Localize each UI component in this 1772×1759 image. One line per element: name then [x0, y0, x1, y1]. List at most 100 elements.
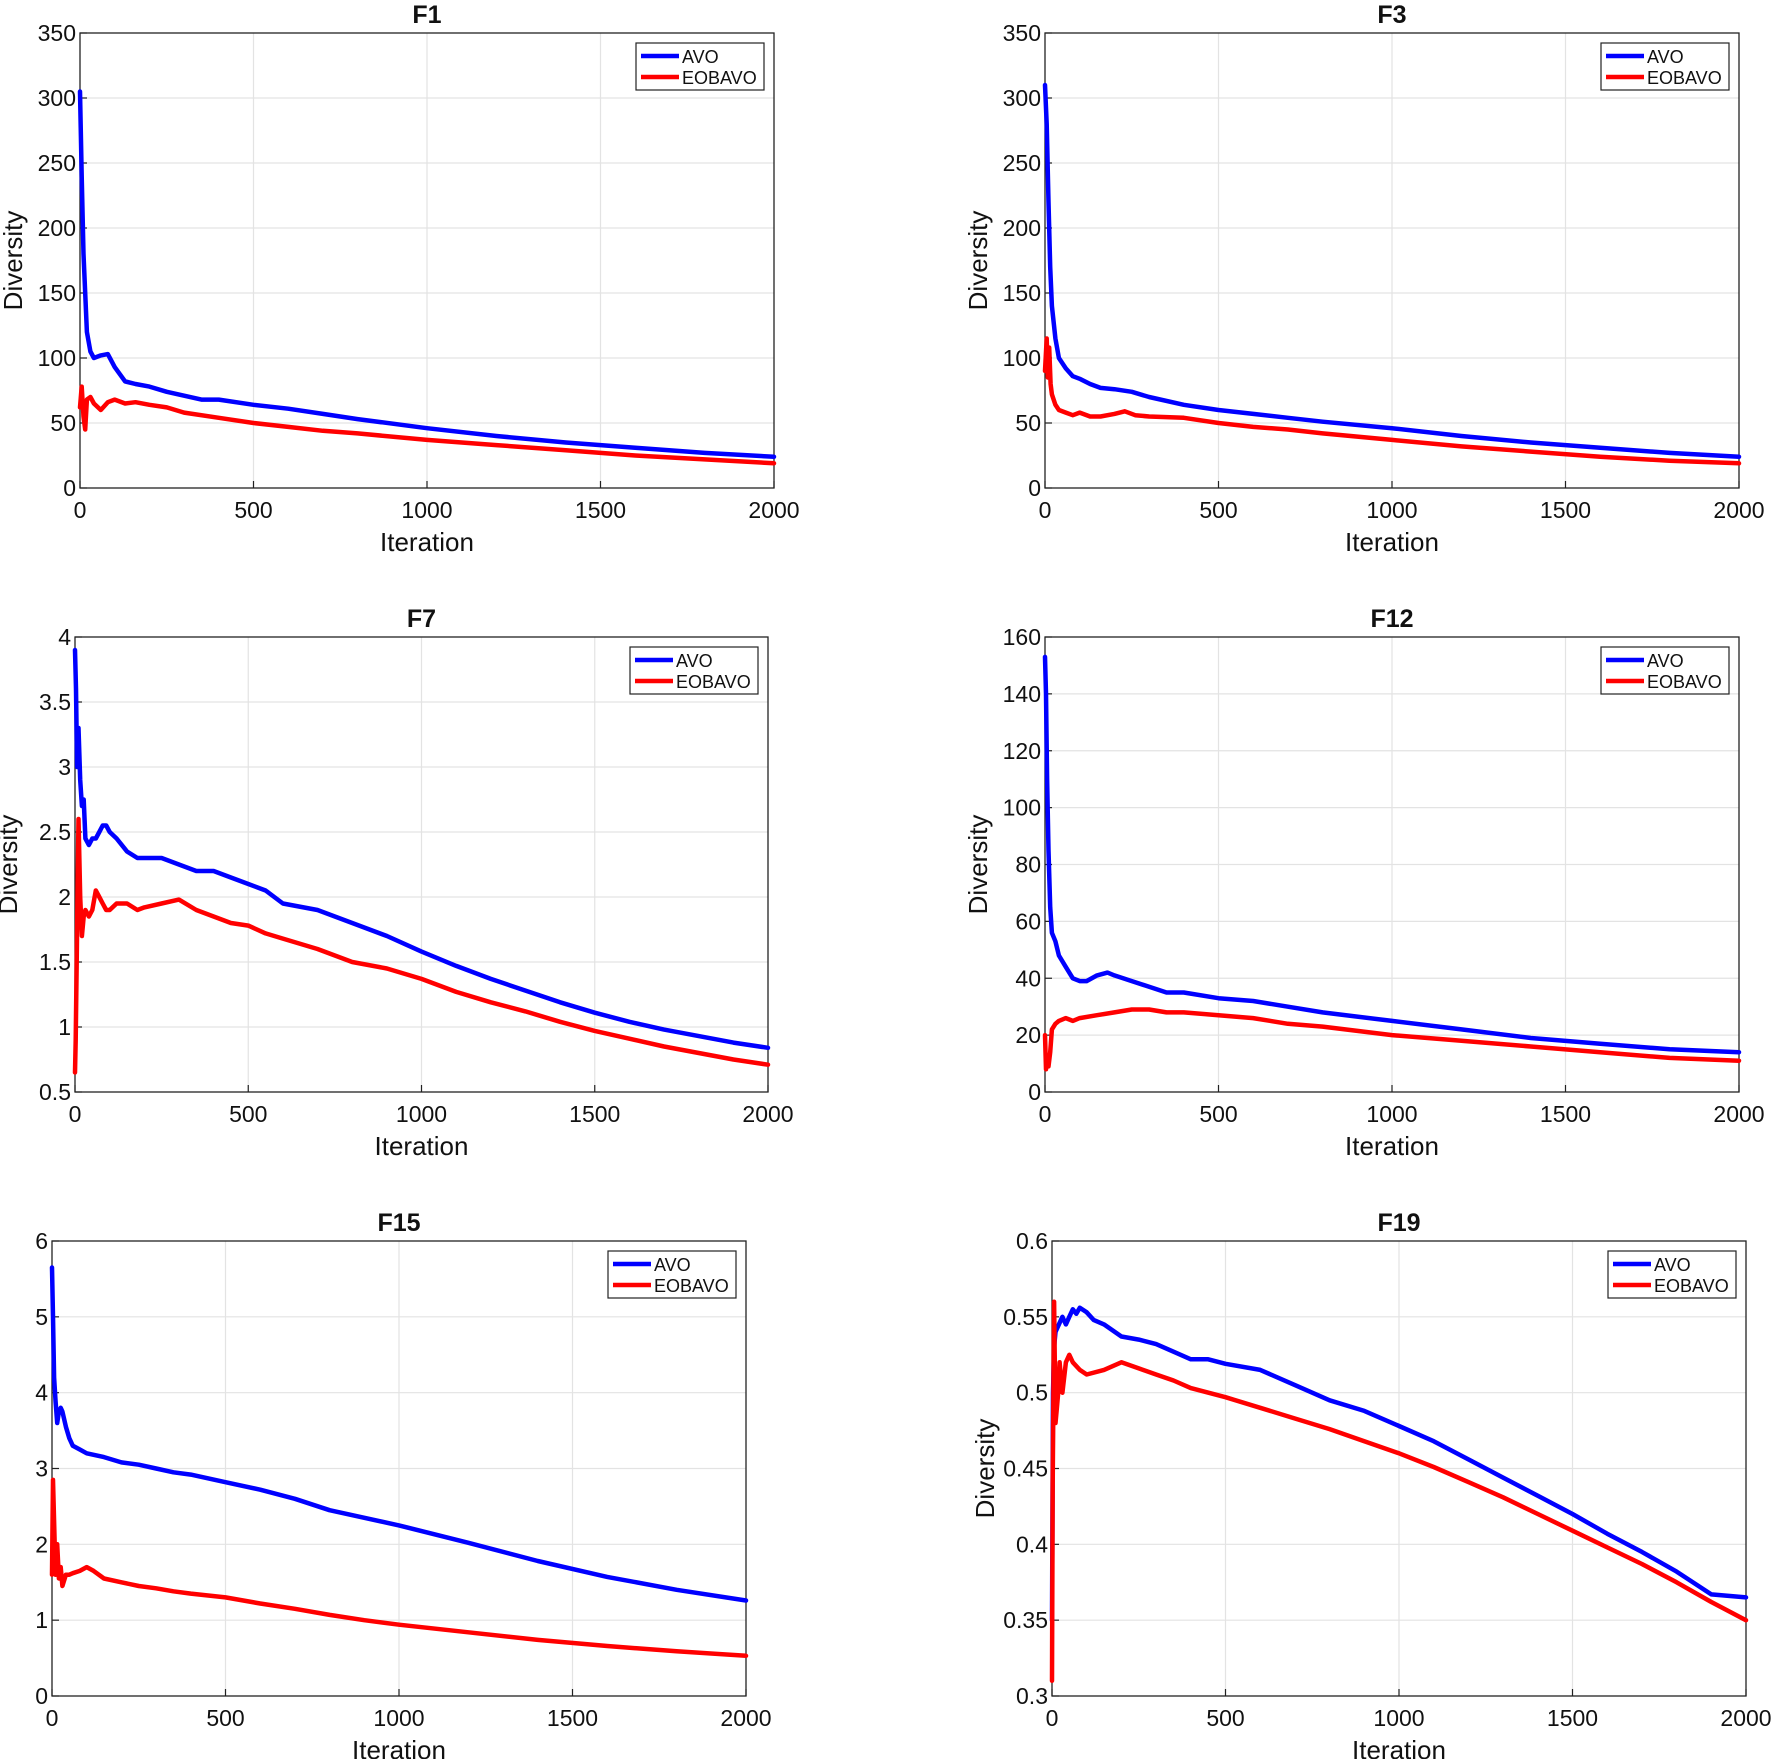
chart-title: F15 [377, 1209, 420, 1237]
y-tick-label: 50 [1015, 410, 1041, 436]
x-tick-label: 1500 [1540, 1101, 1591, 1127]
legend-label-avo: AVO [1647, 651, 1684, 671]
x-axis-label: Iteration [1345, 527, 1439, 557]
y-tick-label: 1.5 [39, 949, 71, 975]
y-tick-label: 0.45 [1003, 1456, 1048, 1482]
x-tick-label: 1500 [1540, 497, 1591, 523]
x-tick-label: 1500 [575, 497, 626, 523]
y-tick-label: 3 [35, 1456, 48, 1482]
y-tick-label: 0.5 [39, 1079, 71, 1105]
y-axis-label: Diversity [963, 815, 993, 915]
y-tick-label: 150 [1003, 280, 1041, 306]
y-tick-label: 300 [1003, 85, 1041, 111]
x-tick-label: 0 [46, 1705, 59, 1731]
x-tick-label: 2000 [720, 1705, 771, 1731]
y-tick-label: 0 [1028, 1079, 1041, 1105]
chart-title: F7 [407, 605, 436, 633]
series-line-avo [1042, 82, 1742, 460]
series-line-eobavo [1042, 1007, 1742, 1072]
x-tick-label: 0 [74, 497, 87, 523]
y-tick-label: 0.5 [1016, 1380, 1048, 1406]
x-tick-label: 1000 [401, 497, 452, 523]
y-tick-label: 140 [1003, 681, 1041, 707]
legend-box [1607, 1250, 1737, 1299]
x-tick-label: 1000 [396, 1101, 447, 1127]
series-line-eobavo [1042, 336, 1742, 466]
series-line-eobavo [49, 1477, 749, 1659]
series-line-eobavo [1049, 1299, 1749, 1684]
x-tick-label: 1500 [569, 1101, 620, 1127]
y-tick-label: 6 [35, 1228, 48, 1254]
legend-label-avo: AVO [682, 47, 719, 67]
x-tick-label: 1500 [1547, 1705, 1598, 1731]
y-axis-label: Diversity [963, 211, 993, 311]
legend-box [1600, 42, 1730, 91]
legend-label-avo: AVO [654, 1255, 691, 1275]
y-tick-label: 200 [1003, 215, 1041, 241]
y-tick-label: 1 [58, 1014, 71, 1040]
chart-title: F19 [1377, 1209, 1420, 1237]
legend-box [635, 42, 765, 91]
y-tick-label: 120 [1003, 738, 1041, 764]
x-tick-label: 500 [206, 1705, 244, 1731]
y-tick-label: 250 [38, 150, 76, 176]
x-tick-label: 1000 [1366, 1101, 1417, 1127]
y-tick-label: 200 [38, 215, 76, 241]
chart-panel-f12: 0 500 1000 1500 2000 0 20 40 60 80 100 120 140 160 F12… [963, 605, 1765, 1161]
legend-label-avo: AVO [1654, 1255, 1691, 1275]
x-axis-label: Iteration [1352, 1735, 1446, 1759]
x-tick-label: 0 [1039, 1101, 1052, 1127]
x-tick-label: 2000 [1720, 1705, 1771, 1731]
x-tick-label: 2000 [1713, 497, 1764, 523]
legend-label-eobavo: EOBAVO [654, 1276, 729, 1296]
legend-label-avo: AVO [676, 651, 713, 671]
y-tick-label: 0.6 [1016, 1228, 1048, 1254]
x-tick-label: 500 [1206, 1705, 1244, 1731]
chart-title: F3 [1377, 1, 1406, 29]
legend-box [629, 646, 759, 695]
x-tick-label: 500 [234, 497, 272, 523]
y-tick-label: 100 [38, 345, 76, 371]
y-tick-label: 160 [1003, 624, 1041, 650]
y-tick-label: 0 [35, 1683, 48, 1709]
chart-panel-f15: 05001000150020000123456F15IterationDiver… [35, 1209, 771, 1759]
x-tick-label: 0 [69, 1101, 82, 1127]
y-tick-label: 300 [38, 85, 76, 111]
chart-panel-f3: 0 500 1000 1500 2000 0 50 100 150 200 250 300 350 F3 I… [963, 1, 1765, 557]
x-tick-label: 0 [1039, 497, 1052, 523]
x-tick-label: 1000 [1366, 497, 1417, 523]
legend-label-eobavo: EOBAVO [1647, 672, 1722, 692]
y-tick-label: 0.3 [1016, 1683, 1048, 1709]
y-tick-label: 0.55 [1003, 1304, 1048, 1330]
y-tick-label: 5 [35, 1304, 48, 1330]
x-tick-label: 500 [1199, 497, 1237, 523]
x-axis-label: Iteration [380, 527, 474, 557]
x-axis-label: Iteration [1345, 1131, 1439, 1161]
y-tick-label: 1 [35, 1607, 48, 1633]
legend-label-avo: AVO [1647, 47, 1684, 67]
legend-label-eobavo: EOBAVO [682, 68, 757, 88]
y-tick-label: 80 [1015, 852, 1041, 878]
series-line-avo [49, 1265, 749, 1603]
y-tick-label: 4 [35, 1380, 48, 1406]
series-line-eobavo [77, 384, 777, 466]
y-tick-label: 2 [58, 884, 71, 910]
legend-label-eobavo: EOBAVO [1654, 1276, 1729, 1296]
y-tick-label: 350 [1003, 20, 1041, 46]
legend-label-eobavo: EOBAVO [676, 672, 751, 692]
x-tick-label: 1000 [1373, 1705, 1424, 1731]
y-axis-label: Diversity [0, 211, 28, 311]
y-tick-label: 60 [1015, 908, 1041, 934]
y-tick-label: 350 [38, 20, 76, 46]
y-tick-label: 4 [58, 624, 71, 650]
y-tick-label: 150 [38, 280, 76, 306]
chart-title: F1 [412, 1, 441, 29]
y-tick-label: 0 [63, 475, 76, 501]
y-tick-label: 50 [50, 410, 76, 436]
